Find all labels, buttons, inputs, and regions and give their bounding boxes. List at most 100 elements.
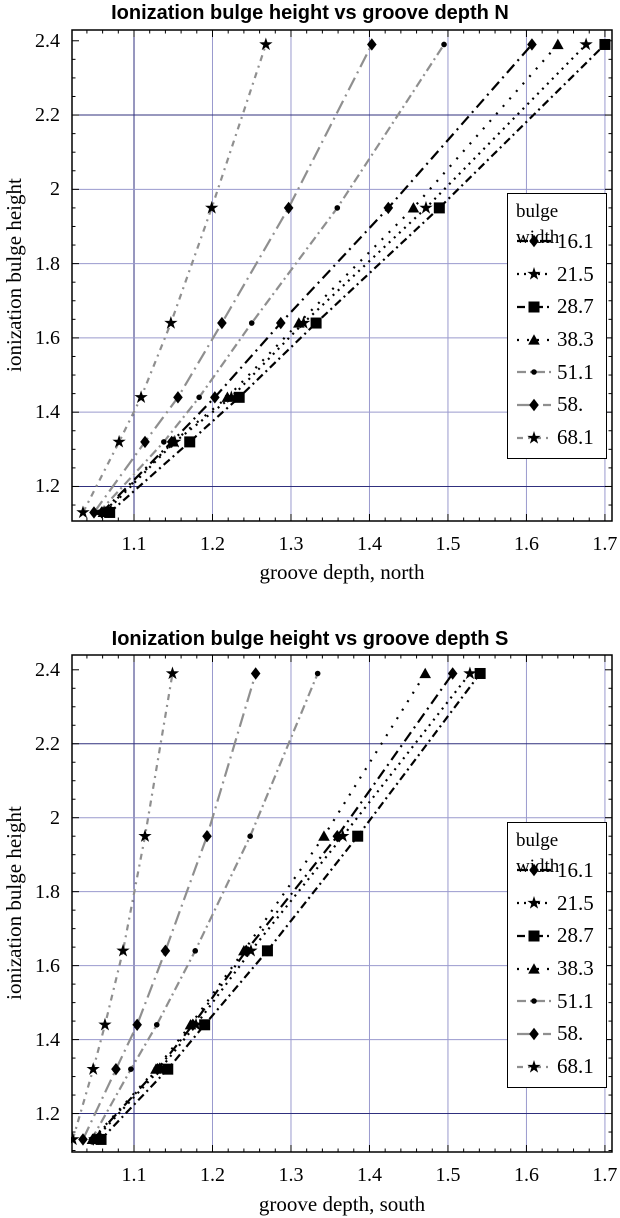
legend-item-label: 68.1 <box>557 425 594 450</box>
y-tick-label: 1.4 <box>35 1028 60 1051</box>
marker-diamond <box>529 398 539 412</box>
marker-diamond <box>527 38 537 51</box>
marker-square <box>310 317 322 329</box>
x-tick-label: 1.3 <box>278 533 304 555</box>
legend-swatch-square-icon <box>517 930 551 942</box>
marker-star <box>71 1132 80 1146</box>
legend-item-label: 16.1 <box>557 857 594 882</box>
legend-swatch-dot-icon <box>517 369 551 376</box>
legend-item-label: 58. <box>557 1021 584 1046</box>
series-line-51.1 <box>90 673 319 1140</box>
chart-title: Ionization bulge height vs groove depth … <box>111 2 509 24</box>
marker-star <box>296 316 311 329</box>
marker-triangle <box>528 962 540 974</box>
marker-dot <box>441 41 447 48</box>
marker-diamond <box>140 435 150 449</box>
legend-swatch-star-icon <box>517 267 551 280</box>
legend-item: 16.1 <box>516 225 604 258</box>
marker-dot <box>192 948 199 954</box>
marker-diamond <box>283 201 294 215</box>
marker-star <box>463 666 477 680</box>
y-tick-label: 2.4 <box>35 29 60 52</box>
marker-diamond <box>78 1133 88 1146</box>
marker-square <box>352 830 364 842</box>
y-tick-label: 2 <box>50 178 60 201</box>
x-tick-label: 1.6 <box>513 1164 539 1186</box>
marker-dot <box>247 833 253 839</box>
marker-triangle <box>528 333 540 345</box>
marker-diamond <box>275 316 286 330</box>
legend-item-label: 16.1 <box>557 228 594 253</box>
legend-item: 16.1 <box>516 854 604 887</box>
legend-item: 38.3 <box>516 323 604 356</box>
y-tick-label: 2.2 <box>35 104 60 127</box>
marker-star <box>527 1059 541 1073</box>
marker-dot <box>153 1021 160 1028</box>
marker-triangle <box>238 945 250 956</box>
marker-star <box>98 1017 112 1031</box>
x-axis-label: groove depth, south <box>258 1192 426 1216</box>
marker-square <box>233 391 245 403</box>
marker-star <box>527 896 541 909</box>
marker-dot <box>531 369 537 376</box>
series-line-68.1 <box>82 44 267 514</box>
marker-star <box>189 1017 203 1031</box>
marker-star <box>112 434 126 448</box>
marker-dot <box>248 320 255 326</box>
legend-item-label: 51.1 <box>557 988 594 1013</box>
y-tick-label: 2.4 <box>35 658 60 681</box>
marker-star <box>76 505 90 519</box>
x-tick-label: 1.1 <box>121 533 147 555</box>
x-tick-label: 1.2 <box>199 1164 225 1186</box>
x-axis-label: groove depth, north <box>259 560 425 584</box>
legend-title: bulge width <box>516 830 560 877</box>
marker-diamond <box>367 38 377 51</box>
legend-item: 21.5 <box>516 258 604 291</box>
marker-square <box>528 301 540 313</box>
y-tick-label: 1.2 <box>35 475 60 498</box>
marker-diamond <box>383 201 394 215</box>
x-tick-label: 1.1 <box>121 1164 147 1186</box>
series-line-28.7 <box>108 43 606 514</box>
marker-star <box>86 1062 100 1075</box>
y-axis-label: ionization bulge height <box>2 806 26 1000</box>
legend-item: 68.1 <box>516 421 604 454</box>
legend-swatch-diamond-icon <box>517 398 551 412</box>
marker-diamond <box>160 944 171 958</box>
marker-triangle <box>150 1063 162 1074</box>
legend: bulge width 16.1 21.5 28.7 38.3 51.1 58. 68.1 <box>507 193 607 459</box>
legend-item-label: 68.1 <box>557 1054 594 1079</box>
marker-dot <box>196 394 202 401</box>
marker-dot <box>161 439 167 445</box>
y-tick-label: 2 <box>50 806 60 829</box>
y-tick-label: 1.8 <box>35 880 60 903</box>
x-tick-label: 1.3 <box>278 1164 304 1186</box>
legend-title: bulge width <box>516 201 560 248</box>
marker-dot <box>88 1136 95 1143</box>
series-line-58. <box>93 44 373 514</box>
series-line-28.7 <box>100 672 481 1141</box>
marker-star <box>419 200 433 214</box>
marker-square <box>433 202 445 214</box>
marker-star <box>244 943 258 957</box>
y-tick-label: 1.6 <box>35 326 60 349</box>
series-group <box>71 666 486 1146</box>
x-tick-label: 1.6 <box>513 533 539 555</box>
marker-diamond <box>529 864 539 877</box>
legend-swatch-triangle-icon <box>517 333 551 345</box>
legend-item-label: 38.3 <box>557 956 594 981</box>
legend-item: 28.7 <box>516 290 604 323</box>
legend-item: 51.1 <box>516 985 604 1018</box>
legend: bulge width 16.1 21.5 28.7 38.3 51.1 58. 68.1 <box>507 822 607 1088</box>
marker-diamond <box>111 1062 121 1076</box>
legend-swatch-diamond-icon <box>517 864 551 877</box>
legend-item-label: 21.5 <box>557 261 594 286</box>
marker-star <box>527 267 541 280</box>
legend-item: 68.1 <box>516 1050 604 1083</box>
series-line-38.3 <box>102 43 559 514</box>
series-line-51.1 <box>97 43 445 514</box>
y-axis-label: ionization bulge height <box>2 178 26 372</box>
x-tick-label: 1.4 <box>356 1164 382 1186</box>
marker-dot <box>334 205 341 211</box>
